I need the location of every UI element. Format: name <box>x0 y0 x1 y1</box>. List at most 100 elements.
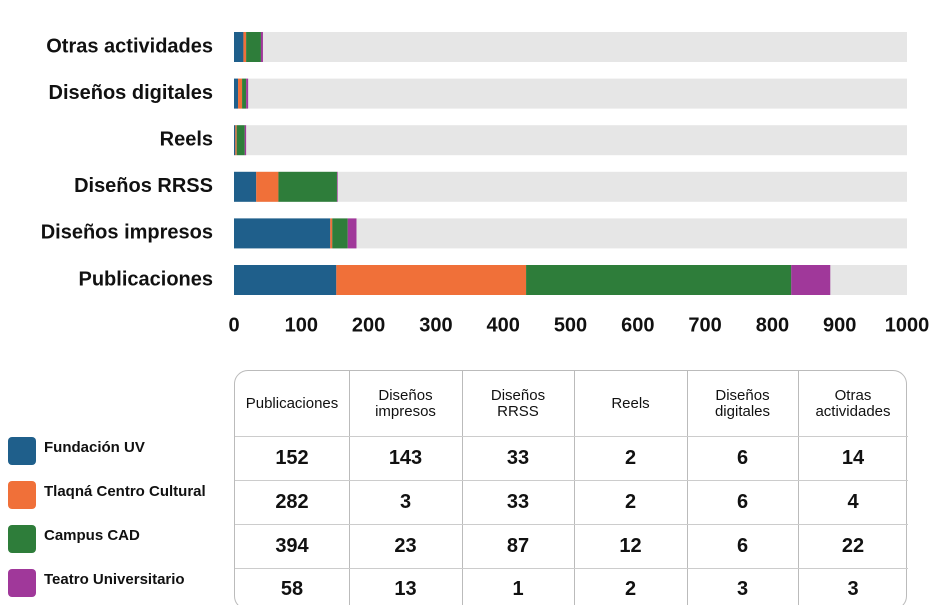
row-divider <box>235 480 908 481</box>
legend-label: Tlaqná Centro Cultural <box>44 483 206 500</box>
table-value: 87 <box>506 534 530 557</box>
legend-label: Teatro Universitario <box>44 570 185 588</box>
column-header: Diseños digitales <box>687 371 798 436</box>
x-tick-label: 400 <box>487 314 520 336</box>
column-header: Diseños impresos <box>349 371 462 436</box>
bar-segment <box>526 265 792 295</box>
table-value: 143 <box>388 446 423 469</box>
header-text: Diseños digitales <box>714 386 771 420</box>
row-divider <box>235 568 908 569</box>
table-value: 2 <box>624 446 637 469</box>
bar-segment <box>246 78 249 109</box>
header-text: Reels <box>611 394 650 412</box>
table-value: 13 <box>394 578 417 600</box>
bar-segment <box>234 125 236 156</box>
bar-segment <box>347 218 357 249</box>
bar-segment <box>235 125 237 156</box>
bar-segment <box>336 171 338 202</box>
x-tick-label: 1000 <box>885 314 930 336</box>
column-divider <box>687 371 688 605</box>
legend-swatch <box>8 525 36 553</box>
column-header: Publicaciones <box>235 371 349 436</box>
bar-segment <box>278 171 337 202</box>
table-value: 3 <box>847 578 859 600</box>
y-tick-label: Reels <box>160 128 213 150</box>
bar-segment <box>236 125 245 156</box>
y-tick-label: Diseños digitales <box>49 82 214 104</box>
bar-segment <box>234 218 331 249</box>
bar-segment <box>234 32 244 62</box>
legend-swatch <box>8 481 36 509</box>
table-value: 3 <box>399 490 412 513</box>
bar-segment <box>246 32 261 62</box>
x-tick-label: 100 <box>285 314 318 336</box>
header-text: Publicaciones <box>245 394 339 412</box>
bar-segment <box>244 125 247 156</box>
bar-track <box>234 78 907 109</box>
legend-swatch <box>8 568 36 597</box>
legend-label: Fundación UV <box>44 439 145 456</box>
bar-segment <box>234 78 239 109</box>
table-value: 6 <box>736 490 749 513</box>
table-value: 14 <box>841 446 865 469</box>
table-value: 2 <box>624 490 637 513</box>
bar-segment <box>234 171 257 202</box>
column-header: Reels <box>574 371 687 436</box>
bar-segment <box>243 32 247 62</box>
bar-segment <box>336 265 527 295</box>
column-divider <box>349 371 350 605</box>
table-value: 33 <box>506 490 530 513</box>
x-tick-label: 0 <box>228 314 239 336</box>
column-divider <box>798 371 799 605</box>
table-value: 152 <box>275 446 309 469</box>
legend-swatch <box>8 437 36 465</box>
y-tick-label: Diseños RRSS <box>74 175 213 197</box>
table-value: 1 <box>512 578 524 600</box>
column-header: Diseños RRSS <box>462 371 574 436</box>
column-divider <box>574 371 575 605</box>
header-text: Diseños impresos <box>375 386 436 420</box>
bar-track <box>234 171 907 202</box>
bar-segment <box>242 78 247 109</box>
table-value: 58 <box>280 578 304 600</box>
bar-segment <box>234 265 337 295</box>
table-value: 6 <box>736 446 749 469</box>
table-value: 6 <box>736 534 749 557</box>
table-value: 394 <box>275 534 309 557</box>
x-tick-label: 800 <box>756 314 789 336</box>
table-value: 4 <box>847 490 859 513</box>
legend-label: Campus CAD <box>44 527 140 544</box>
table-value: 282 <box>275 490 309 513</box>
y-tick-label: Publicaciones <box>79 268 214 290</box>
chart: Publicaciones Diseños impresos Diseños RRS… <box>41 32 930 336</box>
bar-segment <box>791 265 831 295</box>
table-value: 2 <box>624 578 637 600</box>
bar-track <box>234 32 907 62</box>
y-tick-label: Otras actividades <box>46 35 213 57</box>
bar-segment <box>256 171 279 202</box>
x-tick-label: 300 <box>419 314 452 336</box>
y-tick-label: Diseños impresos <box>41 222 213 244</box>
bar-segment <box>260 32 263 62</box>
row-divider <box>235 524 908 525</box>
column-divider <box>462 371 463 605</box>
x-tick-label: 500 <box>554 314 587 336</box>
column-header: Otras actividades <box>798 371 908 436</box>
table-value: 3 <box>736 578 749 600</box>
data-table: Publicaciones Diseños impresos Diseños RRS… <box>234 370 908 605</box>
x-tick-label: 900 <box>823 314 856 336</box>
x-tick-label: 200 <box>352 314 385 336</box>
table-value: 12 <box>619 534 642 557</box>
bar-segment <box>330 218 333 249</box>
row-divider <box>235 436 908 437</box>
bar-track <box>234 125 907 156</box>
x-tick-label: 700 <box>688 314 721 336</box>
header-text: Diseños RRSS <box>490 386 546 420</box>
header-text: Otras actividades <box>815 386 891 420</box>
table-value: 33 <box>506 446 530 469</box>
bar-segment <box>332 218 348 249</box>
bar-segment <box>238 78 243 109</box>
table-value: 22 <box>841 534 865 557</box>
x-tick-label: 600 <box>621 314 654 336</box>
